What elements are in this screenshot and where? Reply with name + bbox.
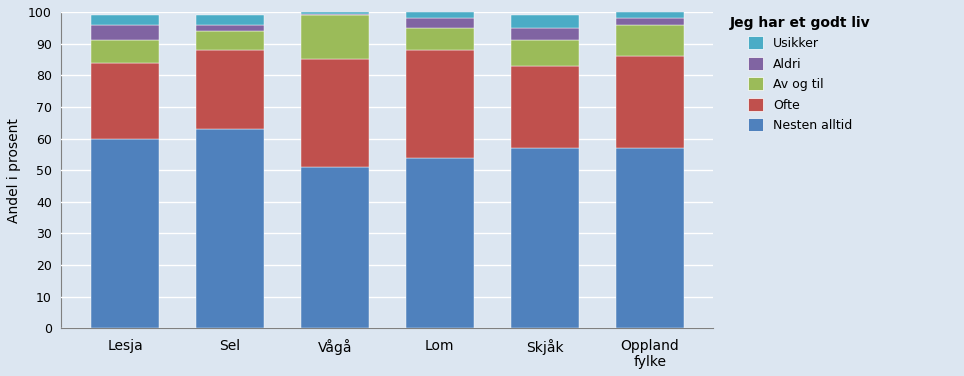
Bar xyxy=(511,66,578,148)
Bar xyxy=(616,18,683,24)
Bar xyxy=(511,41,578,66)
Bar xyxy=(196,50,264,129)
Bar xyxy=(616,56,683,148)
Bar xyxy=(196,15,264,24)
Bar xyxy=(92,24,159,41)
Bar xyxy=(406,28,474,50)
Bar xyxy=(301,15,369,59)
Bar xyxy=(616,24,683,56)
Bar xyxy=(511,15,578,28)
Y-axis label: Andel i prosent: Andel i prosent xyxy=(7,118,21,223)
Bar xyxy=(92,138,159,329)
Bar xyxy=(92,15,159,24)
Bar xyxy=(511,28,578,41)
Bar xyxy=(511,148,578,329)
Bar xyxy=(616,148,683,329)
Bar xyxy=(301,167,369,329)
Legend: Usikker, Aldri, Av og til, Ofte, Nesten alltid: Usikker, Aldri, Av og til, Ofte, Nesten … xyxy=(726,12,874,136)
Bar xyxy=(301,14,369,15)
Bar xyxy=(406,158,474,329)
Bar xyxy=(301,59,369,167)
Bar xyxy=(92,62,159,138)
Bar xyxy=(406,50,474,158)
Bar xyxy=(301,12,369,14)
Bar xyxy=(406,12,474,18)
Bar xyxy=(616,12,683,18)
Bar xyxy=(196,31,264,50)
Bar xyxy=(196,129,264,329)
Bar xyxy=(92,41,159,62)
Bar xyxy=(406,18,474,28)
Bar xyxy=(196,24,264,31)
